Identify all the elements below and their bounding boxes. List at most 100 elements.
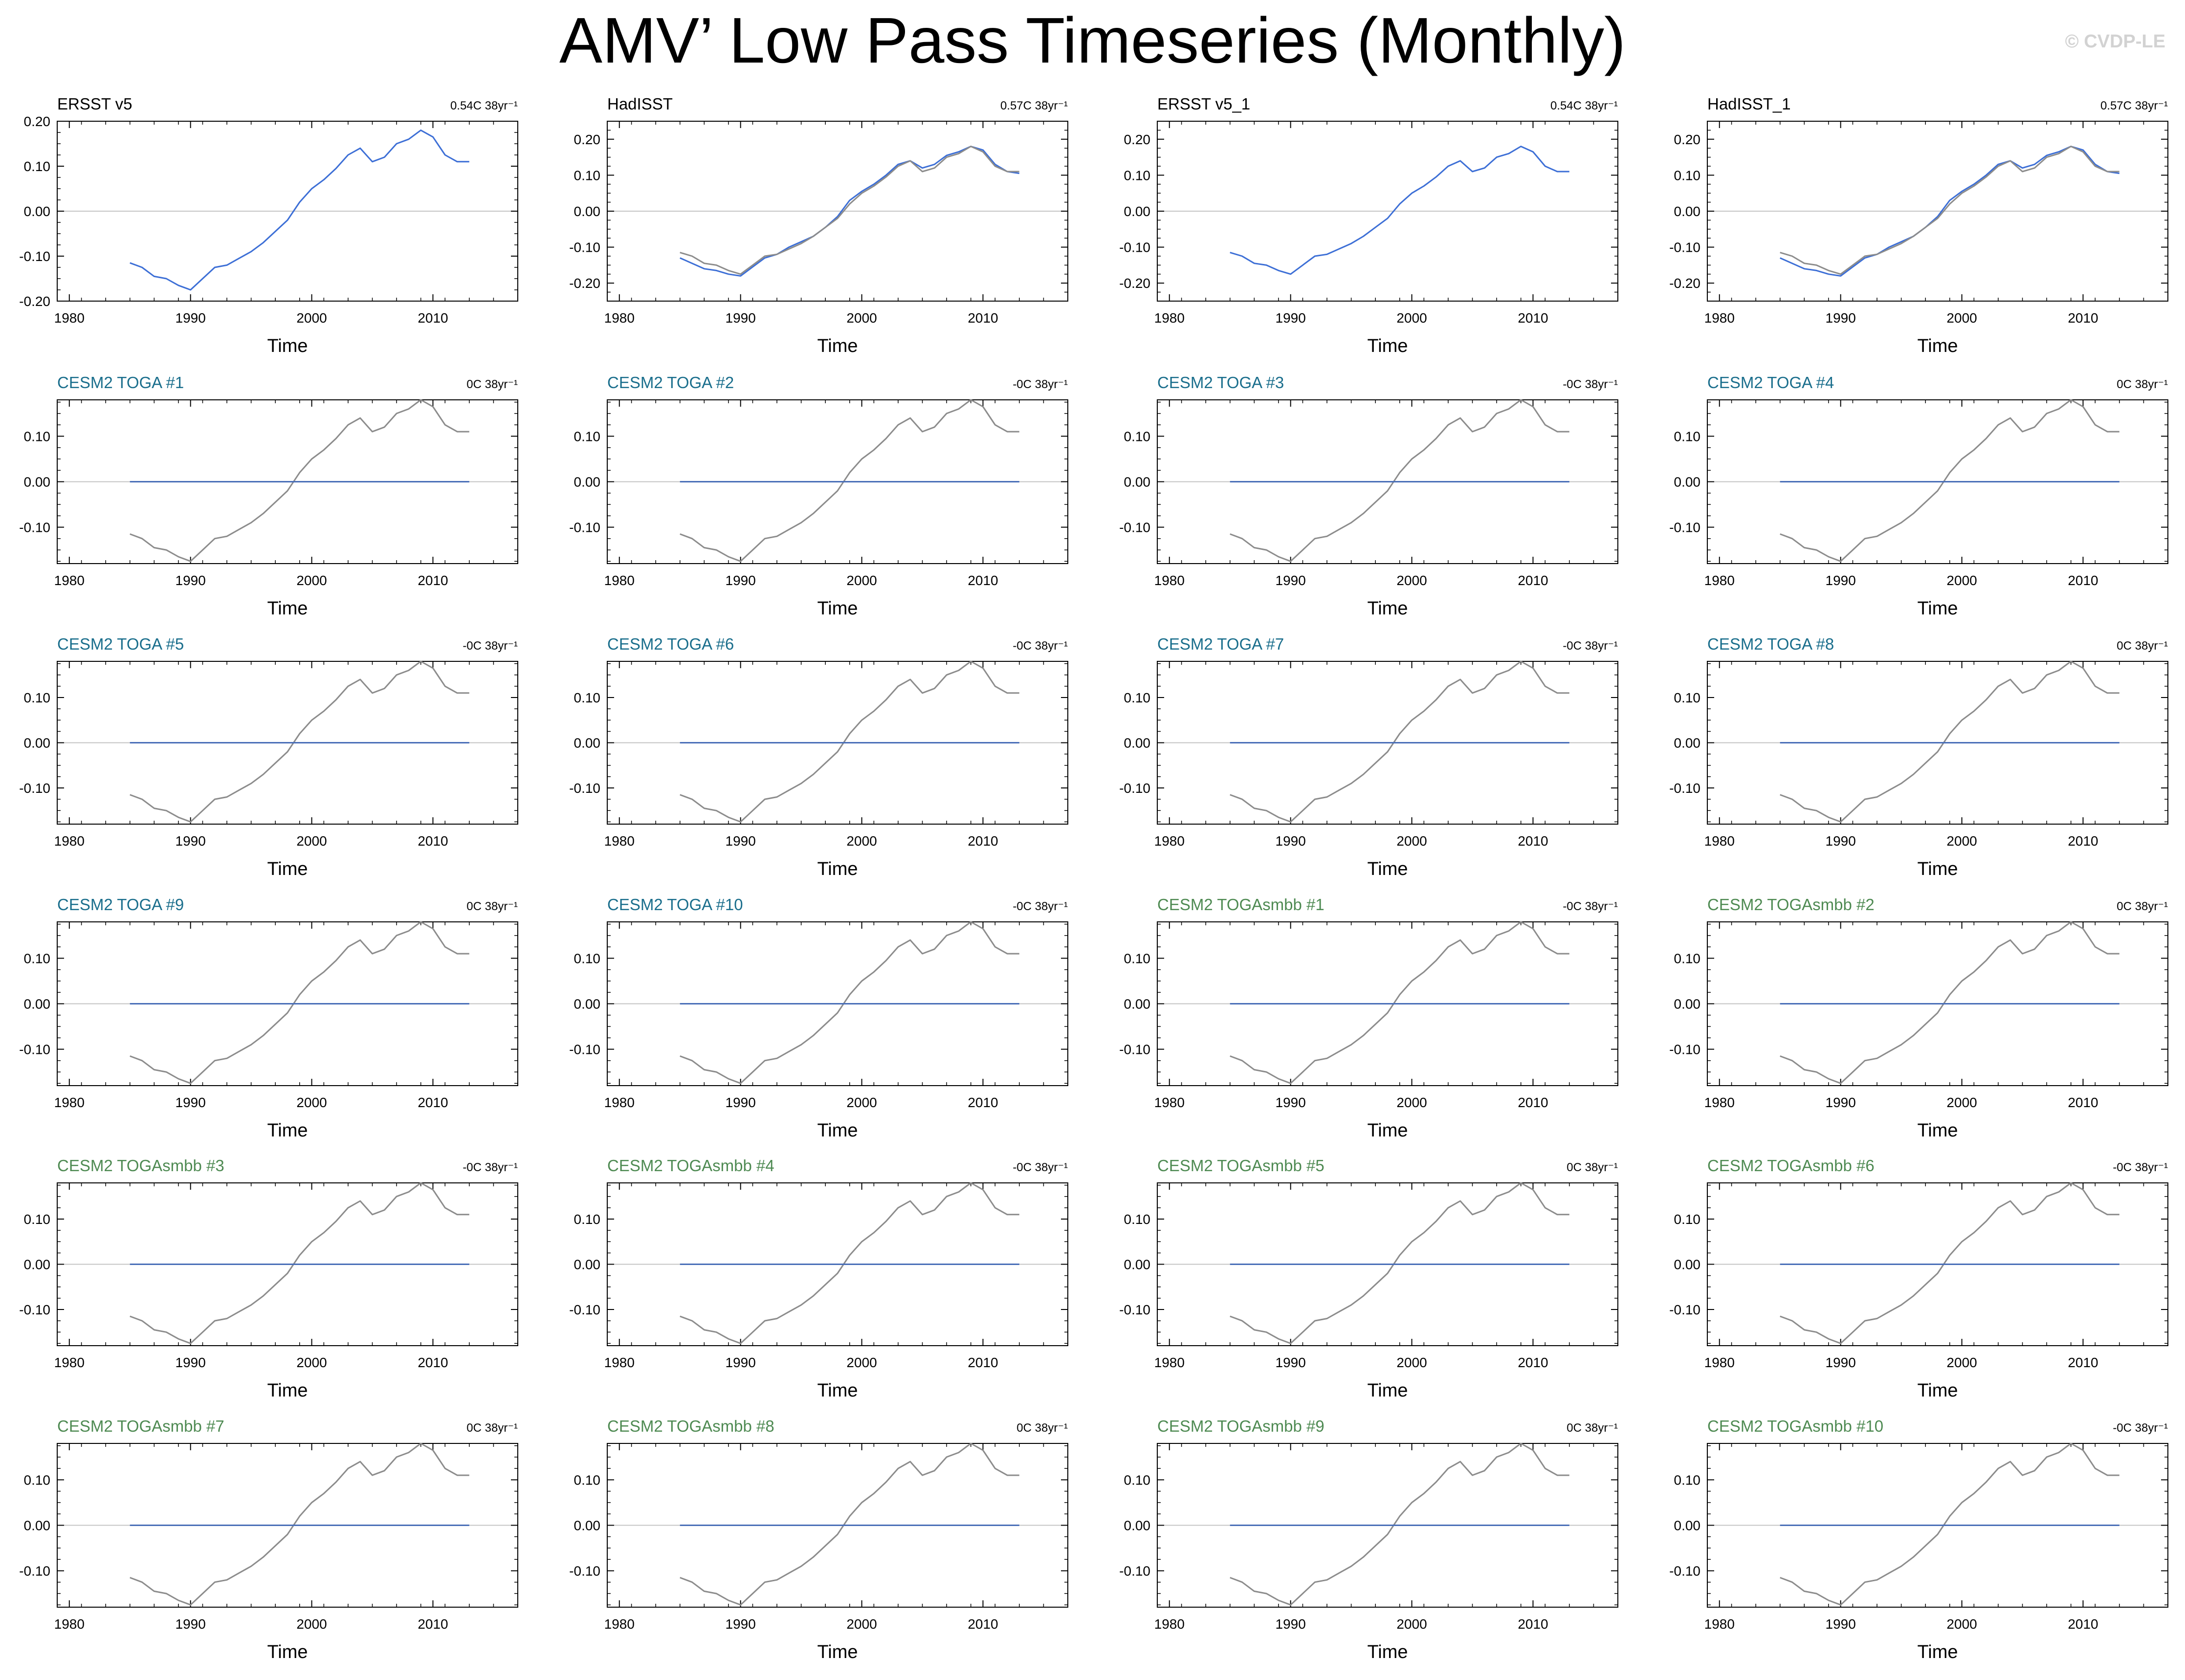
y-tick-label: 0.00 (1674, 475, 1701, 490)
x-tick-label: 1980 (604, 573, 635, 588)
trend-label: -0C 38yr⁻¹ (1013, 639, 1068, 653)
chart-panel: 0.10 0.00 -0.10 1980 1990 2000 2010 Time CESM2 T… (569, 373, 1068, 619)
series-line (680, 921, 1019, 1084)
series-line (1230, 660, 1569, 823)
x-axis-label: Time (1917, 336, 1958, 356)
x-tick-label: 1980 (604, 1355, 635, 1370)
x-axis-label: Time (1367, 336, 1408, 356)
x-tick-label: 1990 (1826, 1616, 1856, 1632)
trend-label: -0C 38yr⁻¹ (1013, 378, 1068, 391)
x-tick-label: 2010 (968, 1095, 998, 1110)
x-tick-label: 2010 (1518, 1095, 1548, 1110)
x-tick-label: 2010 (2068, 833, 2098, 849)
x-tick-label: 2010 (1518, 310, 1548, 326)
y-tick-label: -0.10 (569, 1302, 600, 1317)
y-tick-label: 0.00 (1124, 736, 1151, 751)
chart-panel: 0.20 0.10 0.00 -0.10 -0.20 1980 1990 2000 2010 Ti… (1119, 95, 1618, 356)
y-tick-label: 0.00 (1674, 204, 1701, 219)
chart-panel: 0.10 0.00 -0.10 1980 1990 2000 2010 Time CESM2 T… (1669, 1417, 2168, 1662)
x-tick-label: 1990 (176, 1095, 206, 1110)
x-tick-label: 1980 (604, 310, 635, 326)
trend-label: 0C 38yr⁻¹ (2117, 378, 2168, 391)
series-line (1230, 1442, 1569, 1606)
x-tick-label: 1980 (604, 1095, 635, 1110)
x-axis-label: Time (1917, 1120, 1958, 1141)
y-tick-label: 0.00 (24, 997, 51, 1012)
x-tick-label: 2000 (846, 573, 877, 588)
panel-title: CESM2 TOGA #2 (607, 373, 734, 392)
series-line (1780, 660, 2119, 823)
x-tick-label: 1990 (726, 833, 756, 849)
x-tick-label: 2010 (2068, 1355, 2098, 1370)
chart-panel: 0.10 0.00 -0.10 1980 1990 2000 2010 Time CESM2 T… (1669, 1156, 2168, 1401)
y-tick-label: 0.00 (574, 1518, 601, 1533)
trend-label: 0C 38yr⁻¹ (1016, 1421, 1068, 1435)
x-axis-label: Time (267, 598, 308, 619)
chart-panel: 0.10 0.00 -0.10 1980 1990 2000 2010 Time CESM2 T… (1669, 895, 2168, 1141)
x-axis-label: Time (267, 1120, 308, 1141)
trend-label: -0C 38yr⁻¹ (1563, 639, 1618, 653)
y-tick-label: -0.20 (569, 276, 600, 291)
y-tick-label: -0.10 (569, 1042, 600, 1057)
x-tick-label: 1980 (54, 310, 85, 326)
panel-title: CESM2 TOGAsmbb #2 (1707, 895, 1875, 914)
trend-label: -0C 38yr⁻¹ (1563, 900, 1618, 913)
y-tick-label: 0.00 (1674, 1257, 1701, 1272)
y-tick-label: -0.10 (1119, 1302, 1150, 1317)
trend-label: 0C 38yr⁻¹ (1567, 1421, 1618, 1435)
series-line (1230, 1182, 1569, 1344)
x-tick-label: 1980 (54, 573, 85, 588)
series-line (680, 1182, 1019, 1344)
x-tick-label: 2000 (1946, 1616, 1977, 1632)
panel-title: CESM2 TOGA #1 (57, 373, 184, 392)
x-tick-label: 1980 (54, 1616, 85, 1632)
series-line (680, 660, 1019, 823)
x-tick-label: 1990 (176, 310, 206, 326)
x-axis-label: Time (1917, 1380, 1958, 1401)
x-tick-label: 2010 (1518, 1355, 1548, 1370)
x-tick-label: 2010 (1518, 573, 1548, 588)
panel-title: CESM2 TOGA #8 (1707, 635, 1834, 653)
trend-label: 0C 38yr⁻¹ (2117, 639, 2168, 653)
x-tick-label: 1990 (1826, 1095, 1856, 1110)
series-line (1230, 399, 1569, 562)
y-tick-label: 0.00 (574, 204, 601, 219)
x-tick-label: 1980 (1154, 1616, 1185, 1632)
chart-panel: 0.20 0.10 0.00 -0.10 -0.20 1980 1990 2000 2010 Ti… (569, 95, 1068, 356)
trend-label: 0C 38yr⁻¹ (466, 378, 518, 391)
page-title: AMV’ Low Pass Timeseries (Monthly) (559, 4, 1626, 76)
y-tick-label: -0.20 (1669, 276, 1700, 291)
y-tick-label: 0.00 (1674, 736, 1701, 751)
x-tick-label: 1990 (1826, 573, 1856, 588)
series-line (1780, 399, 2119, 562)
panel-title: CESM2 TOGA #3 (1157, 373, 1284, 392)
x-tick-label: 1990 (726, 573, 756, 588)
x-tick-label: 1990 (1276, 1616, 1306, 1632)
y-tick-label: -0.10 (1669, 1302, 1700, 1317)
x-axis-label: Time (1917, 1642, 1958, 1662)
x-tick-label: 2000 (296, 1616, 327, 1632)
x-tick-label: 1980 (54, 1355, 85, 1370)
panel-title: ERSST v5 (57, 95, 132, 113)
x-tick-label: 2000 (1396, 833, 1427, 849)
trend-label: -0C 38yr⁻¹ (2113, 1161, 2168, 1174)
y-tick-label: 0.00 (1124, 997, 1151, 1012)
y-tick-label: 0.10 (1124, 951, 1151, 966)
series-line (680, 1442, 1019, 1606)
x-tick-label: 2000 (296, 310, 327, 326)
chart-panel: 0.10 0.00 -0.10 1980 1990 2000 2010 Time CESM2 T… (1119, 1156, 1618, 1401)
chart-panel: 0.10 0.00 -0.10 1980 1990 2000 2010 Time CESM2 T… (1119, 1417, 1618, 1662)
x-tick-label: 1980 (1704, 573, 1735, 588)
x-tick-label: 2000 (296, 573, 327, 588)
y-tick-label: -0.10 (569, 781, 600, 796)
x-axis-label: Time (267, 336, 308, 356)
panel-title: CESM2 TOGAsmbb #10 (1707, 1417, 1883, 1435)
x-tick-label: 1990 (1276, 833, 1306, 849)
series-line (1230, 146, 1569, 275)
x-axis-label: Time (817, 1120, 858, 1141)
chart-panel: 0.10 0.00 -0.10 1980 1990 2000 2010 Time CESM2 T… (19, 1156, 518, 1401)
y-tick-label: -0.10 (19, 781, 50, 796)
y-tick-label: 0.10 (574, 1472, 601, 1487)
x-tick-label: 1990 (176, 573, 206, 588)
y-tick-label: 0.10 (574, 951, 601, 966)
